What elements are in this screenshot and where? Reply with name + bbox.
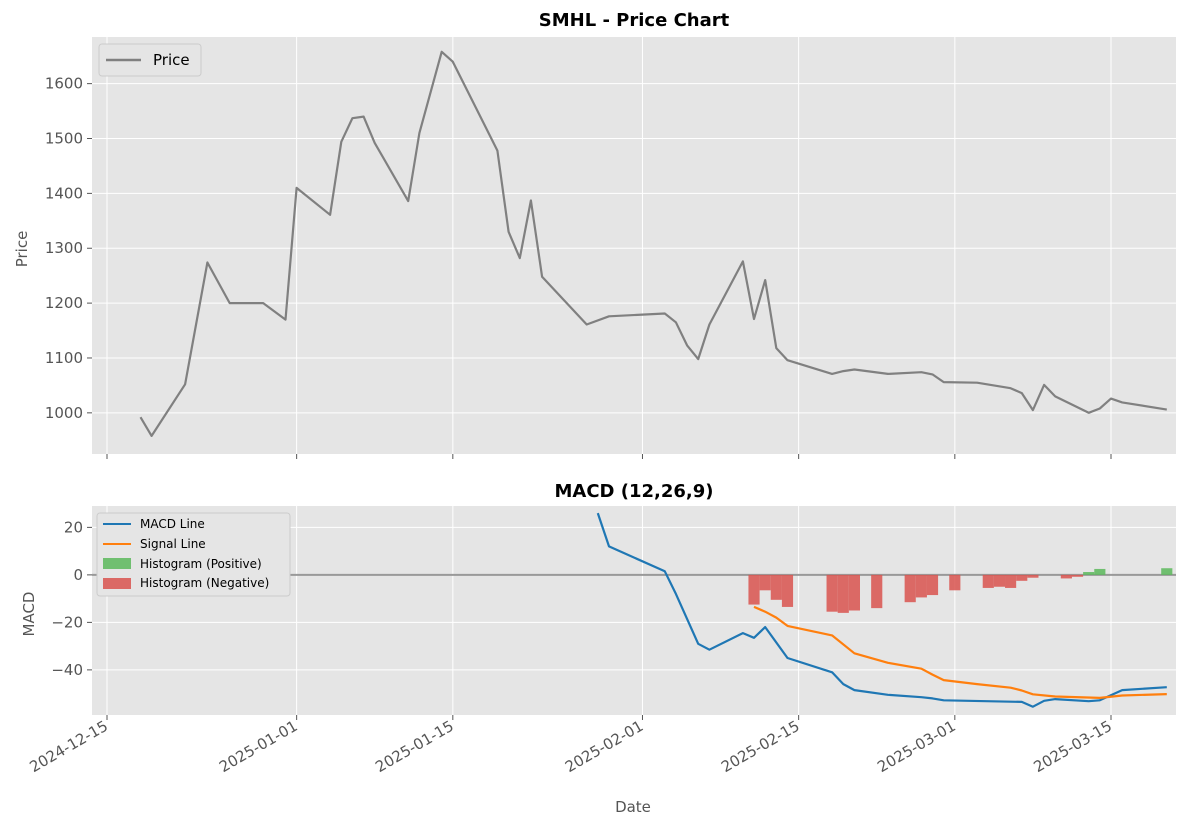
price-ytick-label: 1600 [45,75,83,93]
price-y-axis-label: Price [13,231,31,268]
histogram-bar-negative [781,574,794,607]
legend-label-signal-line: Signal Line [140,537,206,551]
macd-legend-box [96,512,291,597]
price-grid [92,37,1176,454]
macd-legend: MACD Line Signal Line Histogram (Positiv… [96,512,291,597]
price-ytick-label: 1400 [45,184,83,202]
histogram-bar-positive [1094,568,1106,575]
macd-ytick-label: 20 [64,518,83,536]
histogram-bar-negative [748,574,760,605]
price-legend-box [98,43,202,77]
macd-line-series-line [596,512,1167,708]
xtick-label: 2024-12-15 [26,717,111,776]
xtick-label: 2025-01-15 [372,717,457,776]
histogram-bar-negative [837,574,849,613]
xtick-label: 2025-02-01 [562,717,647,776]
xtick-label: 2025-03-01 [874,717,959,776]
histogram-bar-negative [770,574,782,600]
price-tick-labels: 1000 1100 1200 1300 1400 1500 1600 [45,75,1112,459]
xtick-label: 2025-03-15 [1030,717,1115,776]
price-ytick-label: 1500 [45,130,83,148]
macd-marks [92,512,1176,708]
price-ytick-label: 1300 [45,239,83,257]
histogram-bar-negative [993,574,1006,587]
xtick-label: 2025-01-01 [216,717,301,776]
price-ytick-label: 1100 [45,349,83,367]
histogram-bar-positive [1083,572,1095,575]
signal-line-series-line [753,605,1167,699]
histogram-bar-negative [915,574,927,598]
histogram-bar-negative [1005,574,1017,588]
price-plot-area [92,37,1176,454]
histogram-bar-negative [1060,574,1072,579]
price-legend: Price [98,43,202,77]
histogram-bar-negative [848,574,860,611]
price-ytick-label: 1000 [45,404,83,422]
legend-swatch-histogram-positive [103,558,131,569]
price-chart-title: SMHL - Price Chart [539,10,730,31]
histogram-bar-negative [926,574,939,596]
price-chart-panel: 1000 1100 1200 1300 1400 1500 1600 SMHL - Pric… [13,10,1176,459]
histogram-bar-negative [759,574,771,591]
legend-label-macd-line: MACD Line [140,517,205,531]
macd-ytick-label: −40 [51,661,83,679]
macd-ytick-label: −20 [51,613,83,631]
histogram-bar-negative [826,574,838,612]
macd-chart-title: MACD (12,26,9) [554,481,713,502]
histogram-bar-negative [1027,574,1039,578]
macd-ytick-label: 0 [73,566,83,584]
histogram-bar-negative [904,574,916,603]
histogram-bar-negative [982,574,994,588]
legend-label-histogram-positive: Histogram (Positive) [140,557,262,571]
price-ytick-label: 1200 [45,294,83,312]
histogram-bar-negative [871,574,883,609]
price-marks [139,50,1167,437]
price-legend-label: Price [153,51,190,69]
macd-chart-panel: −40 −20 0 20 2024-12-15 2025-01-01 2025-01-15 2… [20,481,1176,816]
histogram-bar-negative [1016,574,1028,581]
legend-swatch-histogram-negative [103,578,131,589]
price-series-line [139,50,1167,437]
macd-y-axis-label: MACD [20,592,38,637]
xtick-label: 2025-02-15 [718,717,803,776]
legend-label-histogram-negative: Histogram (Negative) [140,576,269,590]
histogram-bar-positive [1161,568,1173,575]
x-axis-label: Date [615,798,651,816]
histogram-bar-negative [1071,574,1084,577]
histogram-bar-negative [949,574,961,591]
